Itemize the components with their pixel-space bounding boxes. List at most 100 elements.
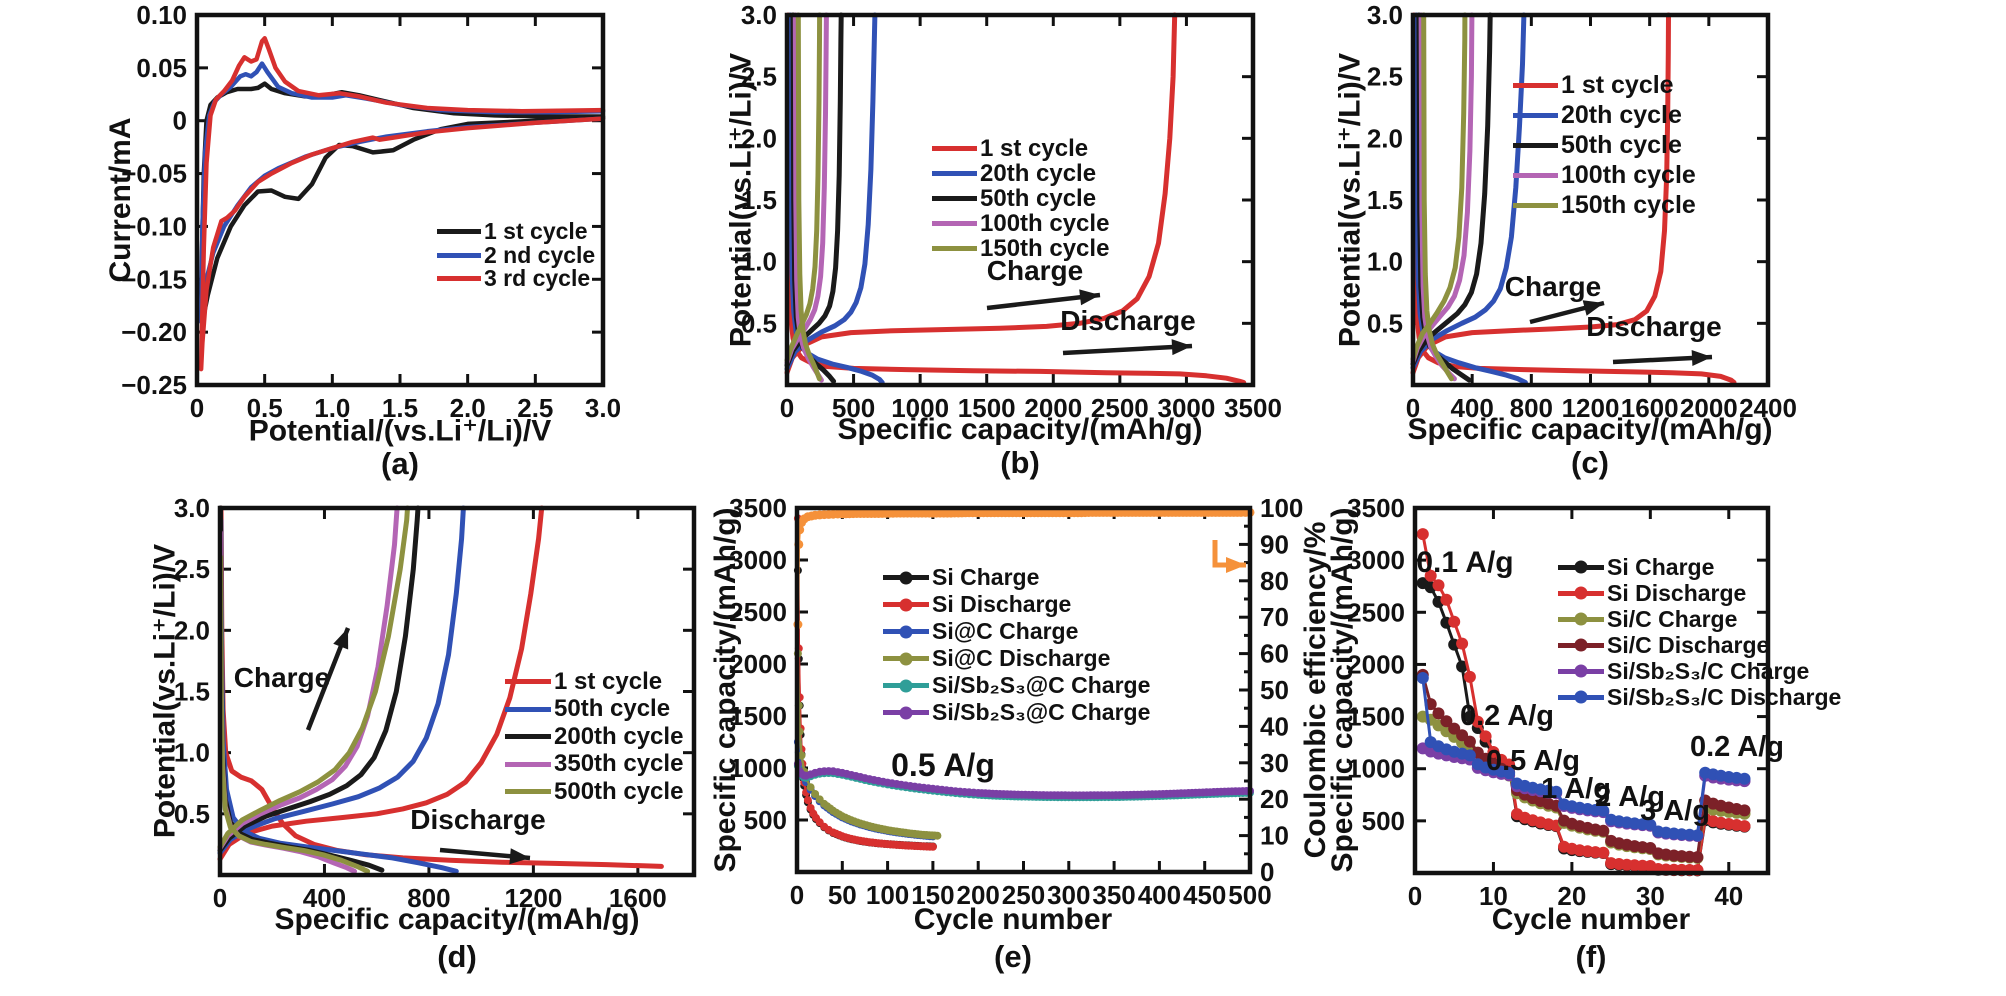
y2-tick-label: 80 (1260, 566, 1289, 596)
legend-label: 1 st cycle (1561, 70, 1674, 99)
legend-item: Si/C Discharge (1558, 632, 1841, 658)
legend-line-marker (505, 706, 551, 712)
legend-line-marker (505, 761, 551, 767)
y-tick-label: 1.0 (741, 247, 777, 277)
legend-dot-marker (1574, 612, 1588, 626)
legend-line-marker (505, 789, 551, 795)
y-axis-title-e: Specific capacity/(mAh/g) (709, 507, 742, 873)
legend-label: 100th cycle (1561, 160, 1696, 189)
legend-dot-marker (899, 571, 913, 584)
legend-item: 50th cycle (505, 695, 683, 724)
arrow (986, 289, 1101, 311)
y-tick-label: 3500 (1347, 493, 1405, 523)
legend-line-marker (883, 679, 929, 692)
y-tick-label: 0.5 (1367, 308, 1403, 338)
annotation: 0.2 A/g (1690, 731, 1784, 763)
legend-line-marker (1558, 560, 1604, 574)
arrow (1062, 339, 1193, 356)
y2-tick-label: 20 (1260, 784, 1289, 814)
panel-f: 0 10 20 30 40 500 1000 1500 2000 2500 3000 3500 0.1 … (1300, 480, 2006, 996)
series-b-150th-discharge (795, 12, 822, 382)
annotation: 0.2 A/g (1460, 700, 1554, 732)
y-tick-label: 2500 (729, 597, 787, 627)
legend-line-marker (1513, 202, 1558, 208)
legend-item: 2 nd cycle (437, 241, 596, 268)
legend-line-marker (1558, 612, 1604, 626)
series-f-sic-discharge-markers (1416, 668, 1751, 864)
y-tick-label: 500 (1362, 806, 1405, 836)
x-tick-label: 2000 (1024, 393, 1082, 423)
legend-label: 200th cycle (554, 722, 684, 750)
arrow (1612, 350, 1713, 366)
legend-d: 1 st cycle 50th cycle 200th cycle 350th cyc… (505, 668, 683, 806)
legend-line-marker (932, 146, 977, 151)
legend-label: Si/Sb₂S₃@C Charge (932, 672, 1151, 698)
panel-b: 0 500 1000 1500 2000 2500 3000 3500 0.5 1.0 1.5 2.0… (720, 0, 1360, 480)
y-tick-label: 2.0 (174, 615, 210, 645)
legend-label: 3 rd cycle (484, 265, 591, 292)
panel-letter-f: (f) (1575, 939, 1607, 974)
legend-item: 100th cycle (932, 210, 1109, 237)
y-tick-label: 1500 (729, 701, 787, 731)
plot-c: 0 400 800 1200 1600 2000 2400 0.5 1.0 1.5 2.0 2.5 3.… (1367, 0, 1797, 423)
x-tick-label: 1600 (609, 883, 667, 913)
x-axis-title-e: Cycle number (913, 903, 1113, 936)
x-tick-label: 2.5 (517, 393, 553, 423)
legend-line-marker (883, 706, 929, 719)
x-tick-label: 3500 (1224, 393, 1282, 423)
x-axis-title-b: Specific capacity/(mAh/g) (837, 413, 1203, 446)
legend-label: 20th cycle (1561, 100, 1682, 129)
annotation: Discharge (1060, 305, 1195, 336)
y-tick-label: −0.25 (121, 370, 187, 400)
x-tick-label: 1.0 (314, 393, 350, 423)
tick-labels: 0 10 20 30 40 500 1000 1500 2000 2500 3000 3500 (1347, 493, 1743, 911)
legend-label: 50th cycle (1561, 130, 1682, 159)
plot-frame (194, 12, 606, 388)
y-tick-label: 0.10 (136, 0, 187, 30)
y-tick-label: 2000 (1347, 649, 1405, 679)
tick-labels: 0 400 800 1200 1600 2000 2400 0.5 1.0 1.5 2.0 2.5 3.… (1367, 0, 1797, 423)
legend-dot-marker (899, 652, 913, 665)
legend-label: Si Charge (1607, 553, 1715, 580)
x-tick-label: 1000 (891, 393, 949, 423)
legend-label: 2 nd cycle (484, 241, 596, 268)
x-tick-label: 3000 (1158, 393, 1216, 423)
legend-line-marker (437, 276, 481, 282)
tick-labels: 0 400 800 1200 1600 0.5 1.0 1.5 2.0 2.5 3.0 (174, 493, 667, 913)
series-c-150th-discharge (1421, 12, 1454, 382)
annotation: 0.5 A/g (891, 747, 995, 783)
panel-a: 0 0.5 1.0 1.5 2.0 2.5 3.0 0.10 0.05 0 −0.05 −0.10 −0… (100, 0, 720, 481)
y2-tick-label: 10 (1260, 821, 1289, 851)
legend-label: Si@C Charge (932, 618, 1079, 644)
plot-e: 0 50 100 150 200 250 300 350 400 450 5005001000150… (729, 493, 1303, 910)
y-tick-label: 500 (744, 805, 787, 835)
legend-label: 150th cycle (1561, 190, 1696, 219)
legend-label: Si Discharge (1607, 579, 1747, 606)
y-tick-label: 3000 (1347, 545, 1405, 575)
x-tick-label: 450 (1183, 880, 1226, 910)
annotation: Charge (234, 662, 330, 693)
x-tick-label: 100 (866, 880, 909, 910)
x-tick-label: 0 (1408, 881, 1422, 911)
legend-c: 1 st cycle 20th cycle 50th cycle 100th cycl… (1513, 70, 1696, 220)
legend-dot-marker (899, 625, 913, 638)
y-axis-title-d: Potential(vs.Li⁺/Li)/V (148, 543, 182, 839)
legend-dot-marker (899, 706, 913, 719)
x-tick-label: 3.0 (585, 393, 621, 423)
y-tick-label: −0.05 (121, 159, 187, 189)
legend-item: 350th cycle (505, 750, 683, 779)
series-b-20th-charge (784, 12, 878, 372)
legend-item: 50th cycle (932, 185, 1109, 212)
legend-line-marker (883, 652, 929, 665)
annotation: 0.1 A/g (1416, 546, 1513, 579)
legend-label: Si@C Discharge (932, 645, 1111, 671)
panel-e: 0 50 100 150 200 250 300 350 400 450 500 500 1000 150… (709, 480, 1380, 996)
y-tick-label: 0.5 (741, 308, 777, 338)
y-tick-label: 3.0 (741, 0, 777, 30)
legend-dot-marker (899, 598, 913, 611)
y-axis-title-a: Current/mA (104, 117, 137, 283)
y2-tick-label: 90 (1260, 529, 1289, 559)
legend-line-marker (932, 246, 977, 251)
panel-c: 0 400 800 1200 1600 2000 2400 0.5 1.0 1.5 2.0 2.5 3.… (1200, 0, 2006, 480)
series-d-1st-charge (217, 505, 545, 862)
